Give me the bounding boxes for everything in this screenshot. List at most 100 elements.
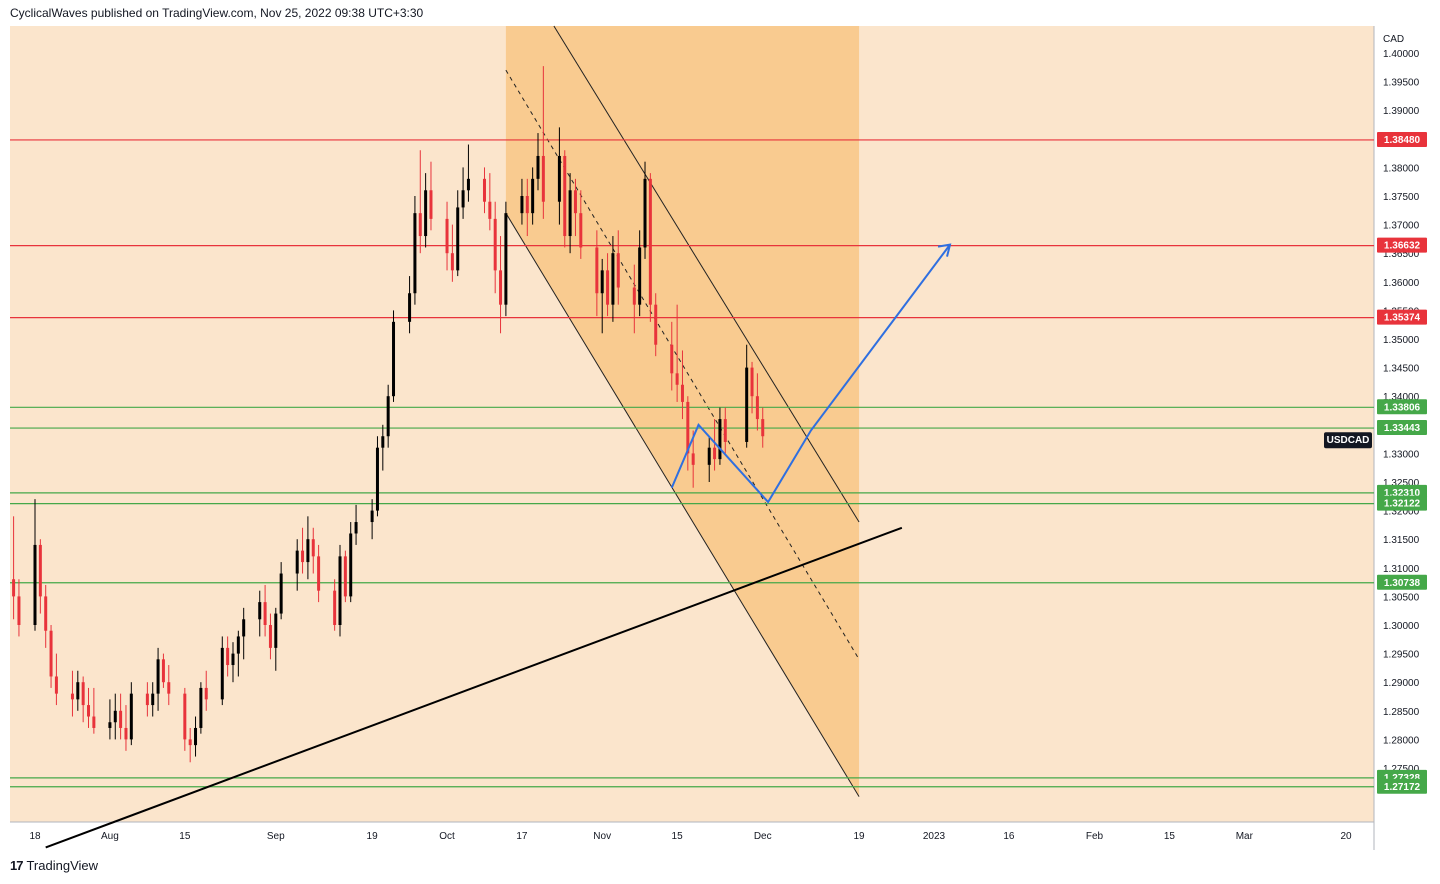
candle-body xyxy=(381,436,385,448)
candle-body xyxy=(33,544,37,625)
candle-body xyxy=(311,539,315,557)
candle xyxy=(231,642,235,683)
candle-body xyxy=(408,293,412,322)
candle xyxy=(750,361,754,414)
candle-body xyxy=(675,373,679,385)
candle xyxy=(579,190,583,259)
x-tick-label: 17 xyxy=(516,831,528,842)
candle-body xyxy=(279,573,283,614)
candle xyxy=(311,527,315,574)
candle-body xyxy=(333,590,337,625)
candle-body xyxy=(301,550,305,563)
price-tag-label: 1.27328 xyxy=(1384,773,1421,784)
candle xyxy=(670,321,674,391)
candle xyxy=(536,133,540,191)
y-tick-label: 1.36500 xyxy=(1383,249,1420,260)
x-tick-label: Nov xyxy=(593,831,611,842)
candle-body xyxy=(44,596,48,631)
candle-body xyxy=(167,682,171,694)
channel-lower-line[interactable] xyxy=(505,212,860,797)
candle xyxy=(183,687,187,751)
ascending-trendline[interactable] xyxy=(45,526,903,849)
y-tick-label: 1.29000 xyxy=(1383,678,1420,689)
candle-body xyxy=(129,693,133,740)
candle xyxy=(675,304,679,402)
projection-polyline[interactable] xyxy=(670,244,951,504)
candle-body xyxy=(108,722,112,728)
candle-body xyxy=(113,710,117,723)
candle-body xyxy=(718,419,722,460)
horizontal-levels[interactable] xyxy=(10,139,1374,788)
candle xyxy=(33,499,37,631)
candle xyxy=(204,670,208,711)
candle-body xyxy=(536,155,540,179)
candle-body xyxy=(579,213,583,248)
candle xyxy=(456,190,460,277)
candle-body xyxy=(557,155,561,202)
candle-body xyxy=(713,447,717,460)
candle-body xyxy=(745,367,749,442)
candle xyxy=(520,178,524,225)
candle xyxy=(429,161,433,231)
candle-body xyxy=(274,613,278,648)
brand-footer[interactable]: 17 TradingView xyxy=(10,858,98,873)
axes[interactable]: CAD1.400001.395001.390001.385001.380001.… xyxy=(29,34,1419,842)
candle xyxy=(531,167,535,225)
candle-body xyxy=(151,693,155,706)
candle xyxy=(600,258,604,334)
projection-path[interactable] xyxy=(670,243,952,504)
candle xyxy=(606,253,610,317)
candle-body xyxy=(461,190,465,208)
candle-body xyxy=(445,218,449,254)
candle-body xyxy=(429,190,433,219)
candle xyxy=(188,727,192,763)
candle xyxy=(236,630,240,677)
candle xyxy=(745,344,749,448)
candle-body xyxy=(119,710,123,728)
channel-upper-line[interactable] xyxy=(553,25,860,523)
projection-arrowhead xyxy=(937,243,952,257)
candle xyxy=(44,584,48,648)
candle-body xyxy=(632,287,636,305)
candle xyxy=(723,407,727,454)
x-tick-label: 19 xyxy=(367,831,379,842)
candle-body xyxy=(156,659,160,694)
x-tick-label: Aug xyxy=(101,831,119,842)
trendline[interactable] xyxy=(45,526,903,849)
candle xyxy=(354,504,358,545)
candle xyxy=(295,539,299,591)
candle-body xyxy=(183,693,187,740)
candle-body xyxy=(87,705,91,717)
y-tick-label: 1.33000 xyxy=(1383,449,1420,460)
time-axis-area[interactable] xyxy=(10,822,1432,850)
candle-body xyxy=(488,201,492,219)
candle-body xyxy=(616,253,620,288)
x-tick-label: 15 xyxy=(1164,831,1176,842)
candle xyxy=(611,236,615,322)
candle-body xyxy=(691,453,695,465)
price-tag: 1.33806 xyxy=(1377,399,1427,415)
candle xyxy=(274,607,278,671)
candle xyxy=(258,590,262,637)
candle-body xyxy=(755,396,759,420)
candle xyxy=(87,687,91,728)
x-tick-label: 16 xyxy=(1003,831,1015,842)
candle-body xyxy=(263,602,267,625)
candle-body xyxy=(375,447,379,511)
candle xyxy=(381,424,385,471)
y-tick-label: 1.30500 xyxy=(1383,592,1420,603)
candle xyxy=(113,693,117,740)
candle xyxy=(242,607,246,660)
candle-body xyxy=(707,447,711,465)
candle xyxy=(156,647,160,711)
candle xyxy=(333,579,337,631)
x-tick-label: 2023 xyxy=(923,831,946,842)
y-tick-label: 1.32000 xyxy=(1383,507,1420,518)
candle-body xyxy=(611,253,615,305)
candle xyxy=(541,66,545,219)
candle xyxy=(392,310,396,402)
candle-body xyxy=(70,693,74,700)
symbol-tag-label: USDCAD xyxy=(1327,435,1370,446)
candle-body xyxy=(17,596,21,625)
